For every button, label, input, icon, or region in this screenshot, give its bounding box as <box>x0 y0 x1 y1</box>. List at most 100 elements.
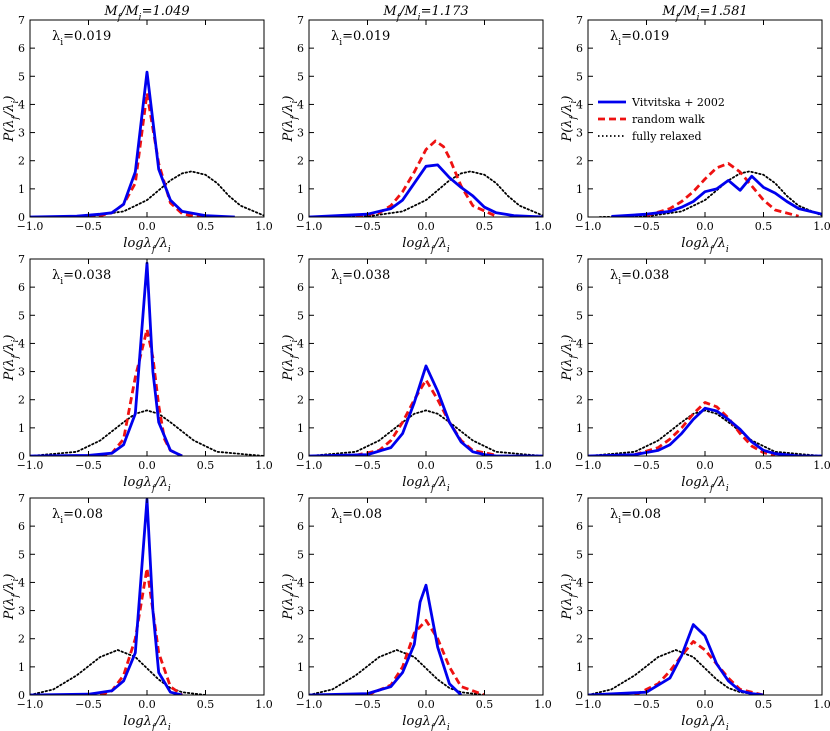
y-tick-label: 7 <box>576 14 583 27</box>
x-tick-label: 0.0 <box>417 698 435 711</box>
y-tick-label: 7 <box>18 492 25 505</box>
plot-frame <box>308 19 544 218</box>
series-line-fully-relaxed <box>40 170 264 217</box>
y-tick-label: 0 <box>576 211 583 224</box>
x-axis-label: logλf/λi <box>681 475 729 494</box>
x-tick-label: 0.0 <box>696 698 714 711</box>
y-tick-label: 1 <box>576 661 583 674</box>
panel-lambda-label: λi=0.08 <box>52 507 103 526</box>
y-tick-label: 4 <box>18 337 25 350</box>
x-tick-label: 0.5 <box>476 698 494 711</box>
series-line-vitvitska <box>309 583 463 695</box>
y-tick-label: 2 <box>297 394 304 407</box>
y-tick-label: 2 <box>576 633 583 646</box>
series-line-fully-relaxed <box>309 409 543 456</box>
panel-lambda-label: λi=0.019 <box>331 29 390 48</box>
x-tick-label: −1.0 <box>17 220 44 233</box>
y-tick-label: 2 <box>18 394 25 407</box>
series-line-vitvitska <box>30 498 183 695</box>
series-line-random-walk <box>355 378 497 456</box>
x-tick-label: 1.0 <box>813 698 830 711</box>
series-line-fully-relaxed <box>588 409 822 456</box>
y-tick-label: 7 <box>576 492 583 505</box>
x-tick-label: −1.0 <box>296 220 323 233</box>
panel-r2-c2: −1.0 −0.5 0.0 0.5 1.0 0 1 2 3 4 5 6 7 logλf/λi P(λf/λi… <box>560 492 830 731</box>
panel-r1-c0: −1.0 −0.5 0.0 0.5 1.0 0 1 2 3 4 5 6 7 logλf/λi P(λf/λi… <box>2 253 273 494</box>
panel-r0-c2: −1.0 −0.5 0.0 0.5 1.0 0 1 2 3 4 5 6 7 logλf/λi P(λf/λi… <box>560 4 830 255</box>
y-tick-label: 4 <box>297 576 304 589</box>
y-tick-label: 3 <box>18 605 25 618</box>
series-line-vitvitska <box>611 174 822 217</box>
x-axis-label: logλf/λi <box>681 714 729 731</box>
y-tick-label: 4 <box>18 576 25 589</box>
x-tick-label: 1.0 <box>255 698 273 711</box>
y-tick-label: 3 <box>297 127 304 140</box>
series-line-random-walk <box>99 327 183 456</box>
y-tick-label: 5 <box>18 548 25 561</box>
y-tick-label: 7 <box>297 253 304 266</box>
x-tick-label: 0.0 <box>417 220 435 233</box>
series-line-random-walk <box>76 91 218 217</box>
x-tick-label: −0.5 <box>354 220 381 233</box>
panel-lambda-label: λi=0.019 <box>610 29 669 48</box>
y-axis-label: P(λf/λi) <box>560 96 579 143</box>
y-tick-label: 3 <box>297 366 304 379</box>
panel-r0-c0: −1.0 −0.5 0.0 0.5 1.0 0 1 2 3 4 5 6 7 logλf/λi P(λf/λi… <box>2 4 273 255</box>
y-axis-label: P(λf/λi) <box>281 96 300 143</box>
y-tick-label: 1 <box>576 183 583 196</box>
series-line-fully-relaxed <box>309 649 486 695</box>
y-tick-label: 3 <box>576 366 583 379</box>
y-axis-label: P(λf/λi) <box>560 574 579 621</box>
panel-r1-c2: −1.0 −0.5 0.0 0.5 1.0 0 1 2 3 4 5 6 7 logλf/λi P(λf/λi… <box>560 253 830 494</box>
y-tick-label: 1 <box>18 422 25 435</box>
x-tick-label: 1.0 <box>813 220 830 233</box>
series-line-random-walk <box>634 401 776 456</box>
y-tick-label: 0 <box>576 689 583 702</box>
panel-lambda-label: λi=0.038 <box>610 268 669 287</box>
x-tick-label: 0.0 <box>138 459 156 472</box>
y-tick-label: 3 <box>297 605 304 618</box>
y-tick-label: 1 <box>18 661 25 674</box>
y-tick-label: 0 <box>297 211 304 224</box>
series-line-fully-relaxed <box>30 409 264 456</box>
y-axis-label: P(λf/λi) <box>560 335 579 382</box>
y-tick-label: 4 <box>576 337 583 350</box>
y-tick-label: 7 <box>576 253 583 266</box>
y-tick-label: 4 <box>297 98 304 111</box>
series-line-vitvitska <box>30 70 235 217</box>
y-tick-label: 6 <box>18 520 25 533</box>
x-tick-label: 0.5 <box>755 220 773 233</box>
y-tick-label: 7 <box>297 14 304 27</box>
x-axis-label: logλf/λi <box>681 236 729 255</box>
y-tick-label: 3 <box>18 127 25 140</box>
x-axis-label: logλf/λi <box>123 714 171 731</box>
y-tick-label: 2 <box>297 155 304 168</box>
plot-frame <box>587 497 823 696</box>
x-tick-label: −1.0 <box>296 698 323 711</box>
legend-label: fully relaxed <box>632 130 702 143</box>
x-tick-label: 0.0 <box>696 220 714 233</box>
y-axis-label: P(λf/λi) <box>281 335 300 382</box>
y-tick-label: 1 <box>18 183 25 196</box>
x-tick-label: 1.0 <box>534 220 552 233</box>
y-tick-label: 0 <box>576 450 583 463</box>
x-tick-label: 0.0 <box>138 698 156 711</box>
x-tick-label: −0.5 <box>633 220 660 233</box>
panel-r0-c1: −1.0 −0.5 0.0 0.5 1.0 0 1 2 3 4 5 6 7 logλf/λi P(λf/λi… <box>281 4 552 255</box>
x-tick-label: −1.0 <box>17 698 44 711</box>
plot-frame <box>587 258 823 457</box>
series-line-random-walk <box>355 139 497 217</box>
x-axis-label: logλf/λi <box>402 714 450 731</box>
y-tick-label: 5 <box>18 70 25 83</box>
y-tick-label: 0 <box>18 450 25 463</box>
y-tick-label: 4 <box>576 98 583 111</box>
y-tick-label: 1 <box>576 422 583 435</box>
series-line-fully-relaxed <box>588 649 765 695</box>
y-tick-label: 1 <box>297 661 304 674</box>
y-tick-label: 5 <box>576 548 583 561</box>
x-tick-label: −1.0 <box>575 459 602 472</box>
y-tick-label: 6 <box>576 42 583 55</box>
series-line-fully-relaxed <box>319 170 543 217</box>
series-line-vitvitska <box>309 163 543 217</box>
